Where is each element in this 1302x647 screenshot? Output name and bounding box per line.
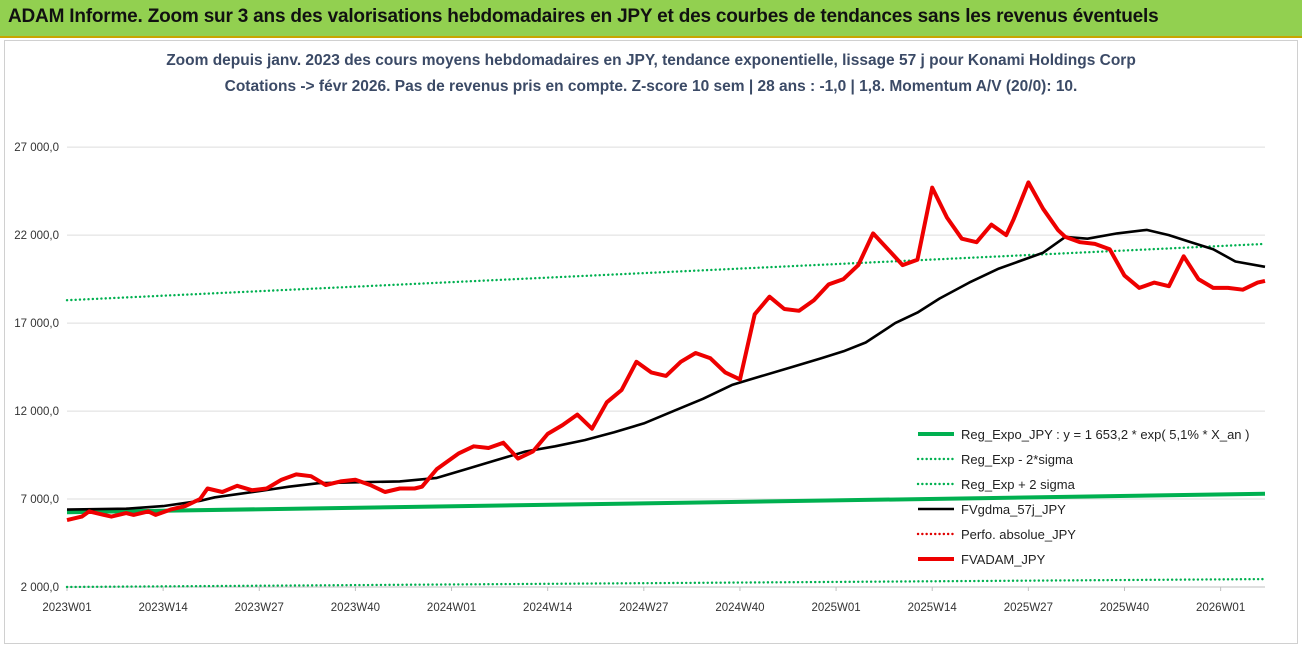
series-line-2 — [65, 242, 1267, 302]
chart-subtitle: Cotations -> févr 2026. Pas de revenus p… — [224, 78, 1078, 95]
y-tick-label: 7 000,0 — [21, 494, 59, 506]
legend-label: Perfo. absolue_JPY — [961, 527, 1076, 542]
x-tick-label: 2025W40 — [1100, 602, 1149, 614]
y-tick-label: 27 000,0 — [14, 142, 59, 154]
series-line-0 — [66, 491, 1266, 515]
y-tick-label: 12 000,0 — [14, 406, 59, 418]
x-tick-label: 2025W14 — [908, 602, 958, 614]
legend-label: Reg_Expo_JPY : y = 1 653,2 * exp( 5,1% *… — [961, 427, 1249, 442]
report-title: ADAM Informe. Zoom sur 3 ans des valoris… — [8, 6, 1159, 27]
legend-label: Reg_Exp + 2 sigma — [961, 477, 1076, 492]
y-tick-label: 22 000,0 — [14, 230, 59, 242]
x-tick-label: 2025W27 — [1004, 602, 1053, 614]
x-tick-label: 2026W01 — [1196, 602, 1245, 614]
x-tick-label: 2024W14 — [523, 602, 573, 614]
x-tick-label: 2023W27 — [235, 602, 284, 614]
x-tick-label: 2023W40 — [331, 602, 380, 614]
x-tick-label: 2024W40 — [715, 602, 764, 614]
series-line-5 — [66, 180, 1266, 523]
legend-label: FVgdma_57j_JPY — [961, 502, 1066, 517]
y-tick-label: 17 000,0 — [14, 318, 59, 330]
x-tick-label: 2025W01 — [811, 602, 860, 614]
report-banner: ADAM Informe. Zoom sur 3 ans des valoris… — [0, 0, 1302, 38]
legend-label: Reg_Exp - 2*sigma — [961, 452, 1074, 467]
series-line-1 — [65, 577, 1267, 589]
series-line-3 — [66, 228, 1266, 511]
x-tick-label: 2024W27 — [619, 602, 668, 614]
chart-title: Zoom depuis janv. 2023 des cours moyens … — [166, 52, 1136, 69]
legend-label: FVADAM_JPY — [961, 552, 1046, 567]
x-tick-label: 2024W01 — [427, 602, 476, 614]
y-tick-label: 2 000,0 — [21, 582, 59, 594]
x-tick-label: 2023W14 — [139, 602, 189, 614]
x-tick-label: 2023W01 — [42, 602, 91, 614]
chart-frame — [4, 40, 1298, 644]
